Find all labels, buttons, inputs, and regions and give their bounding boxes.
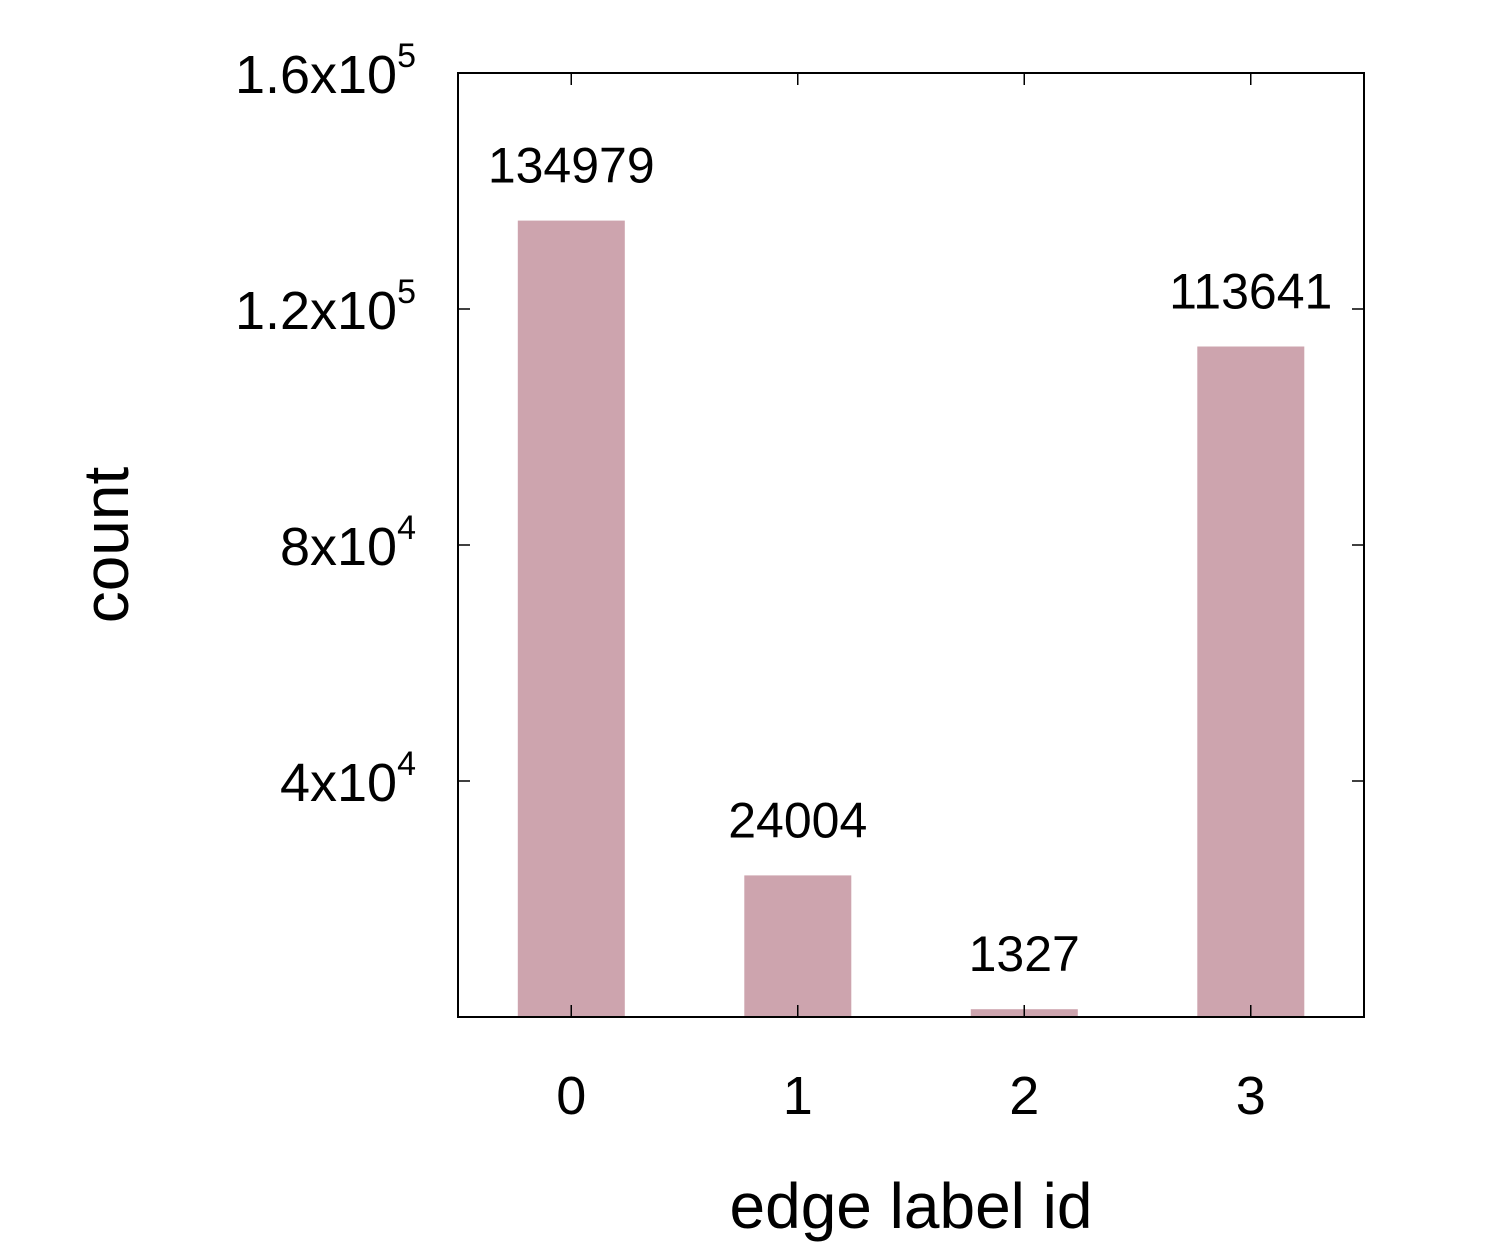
y-tick-label-3: 1.6x105 [235,37,416,105]
value-label-3: 113641 [1169,264,1332,320]
bar-value-labels: 134979 24004 1327 113641 [488,138,1333,983]
value-label-1: 24004 [728,792,867,848]
y-tick-exponent: 4 [397,745,416,783]
y-tick-mantissa: 1.6x10 [235,45,397,105]
x-tick-label-2: 2 [1009,1066,1039,1126]
value-label-0: 134979 [488,138,655,194]
bars-layer [517,220,1305,1018]
tick-marks [458,72,1364,1017]
bar-0 [517,220,625,1018]
y-axis-title: count [70,467,142,624]
y-tick-mantissa: 4x10 [280,753,397,813]
y-tick-label-2: 1.2x105 [235,273,416,341]
x-axis-title: edge label id [730,1170,1093,1242]
y-tick-exponent: 5 [397,273,416,311]
y-tick-label-1: 8x104 [280,509,416,577]
y-tick-label-0: 4x104 [280,745,416,813]
y-tick-mantissa: 8x10 [280,517,397,577]
plot-frame [457,72,1365,1018]
x-tick-label-1: 1 [783,1066,813,1126]
y-tick-exponent: 4 [397,509,416,547]
bar-3 [1197,346,1305,1017]
x-axis-tick-labels: 0 1 2 3 [556,1066,1266,1126]
x-tick-label-0: 0 [556,1066,586,1126]
bar-1 [744,875,852,1017]
x-tick-label-3: 3 [1236,1066,1266,1126]
value-label-2: 1327 [969,926,1080,982]
y-tick-exponent: 5 [397,37,416,75]
y-tick-mantissa: 1.2x10 [235,281,397,341]
